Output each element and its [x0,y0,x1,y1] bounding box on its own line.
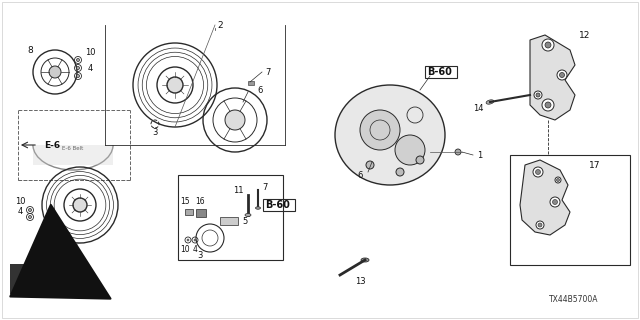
Circle shape [557,70,567,80]
Text: 4: 4 [88,63,93,73]
Polygon shape [530,35,575,120]
Text: 4: 4 [193,245,197,254]
Bar [425,66,457,78]
Text: 17: 17 [589,161,601,170]
Text: 7: 7 [262,182,268,191]
Text: E-6 Belt: E-6 Belt [62,146,84,150]
Text: B-60: B-60 [266,200,291,210]
Circle shape [542,39,554,51]
Circle shape [29,209,31,212]
Circle shape [49,66,61,78]
Text: 10: 10 [15,197,25,206]
Text: B-60: B-60 [428,67,452,77]
Text: 9: 9 [53,245,59,254]
Ellipse shape [255,207,260,209]
Circle shape [533,167,543,177]
Text: TX44B5700A: TX44B5700A [548,295,598,305]
Circle shape [534,91,542,99]
Circle shape [29,215,31,219]
Circle shape [416,156,424,164]
Text: FR.: FR. [46,287,64,297]
Bar [220,217,238,225]
Bar [196,209,206,217]
Circle shape [360,110,400,150]
Circle shape [73,198,87,212]
Ellipse shape [486,100,494,104]
Circle shape [538,223,542,227]
Text: 6: 6 [257,85,262,94]
Circle shape [187,239,189,241]
Text: 1: 1 [477,150,483,159]
Circle shape [536,93,540,97]
Text: E-6: E-6 [44,140,60,149]
Circle shape [167,77,183,93]
Circle shape [395,135,425,165]
Text: 4: 4 [17,207,22,217]
Bar [185,209,193,215]
Circle shape [545,102,551,108]
Text: 11: 11 [233,186,243,195]
Circle shape [545,42,551,48]
Circle shape [396,168,404,176]
Text: 14: 14 [473,103,483,113]
Text: 16: 16 [195,197,205,206]
Ellipse shape [361,258,369,262]
Text: 7: 7 [266,68,271,76]
Circle shape [77,67,79,69]
Bar [248,81,254,85]
Bar [178,175,283,260]
Circle shape [550,197,560,207]
Text: 12: 12 [579,30,591,39]
Circle shape [77,75,79,77]
Circle shape [559,73,564,77]
Circle shape [557,179,559,181]
Bar [33,145,113,165]
Circle shape [77,59,79,61]
Text: 3: 3 [152,127,157,137]
Bar [10,264,50,294]
Text: 8: 8 [27,45,33,54]
Text: 6: 6 [357,171,363,180]
Text: 15: 15 [180,197,190,206]
Text: 2: 2 [217,20,223,29]
Text: 3: 3 [197,251,203,260]
Circle shape [552,199,557,204]
Ellipse shape [335,85,445,185]
Circle shape [225,110,245,130]
Ellipse shape [245,213,251,217]
Circle shape [455,149,461,155]
Text: 10: 10 [84,47,95,57]
Bar [263,199,295,211]
Circle shape [536,170,541,174]
Text: 10: 10 [180,245,190,254]
Bar [510,155,630,265]
Circle shape [194,239,196,241]
Circle shape [542,99,554,111]
Text: 5: 5 [243,217,248,226]
Text: 13: 13 [355,277,365,286]
Circle shape [536,221,544,229]
Circle shape [366,161,374,169]
Circle shape [555,177,561,183]
Polygon shape [520,160,570,235]
